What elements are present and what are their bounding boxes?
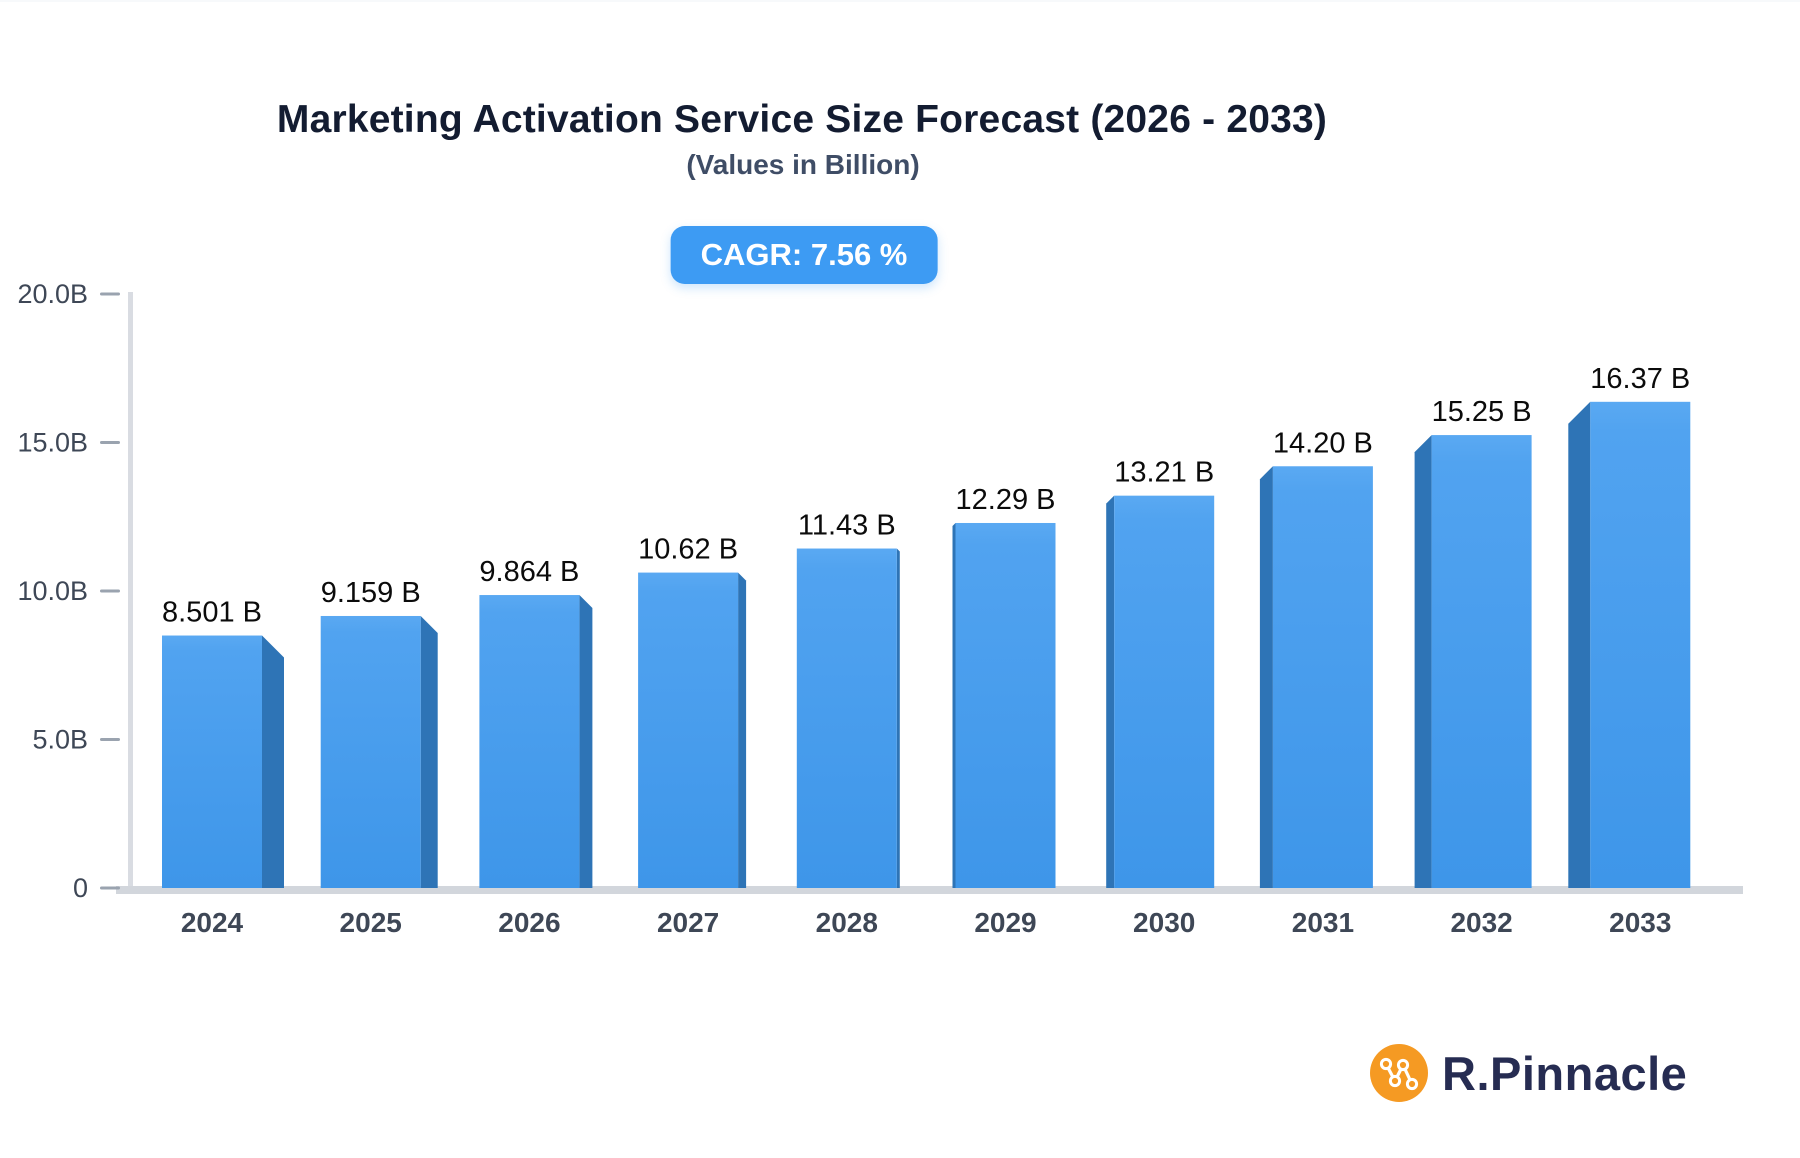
bar-side-face xyxy=(1106,495,1115,888)
y-axis-label: 20.0B xyxy=(17,279,88,309)
bar-value-label: 14.20 B xyxy=(1273,427,1373,459)
bar-value-label: 16.37 B xyxy=(1590,363,1690,395)
x-axis-label: 2028 xyxy=(816,907,878,938)
cagr-badge: CAGR: 7.56 % xyxy=(670,226,938,284)
bar-side-face xyxy=(1259,466,1273,888)
x-axis-baseline xyxy=(116,886,1743,894)
bar-2025 xyxy=(320,615,438,888)
bar-2033 xyxy=(1568,401,1691,888)
y-tick xyxy=(100,738,120,741)
bar-side-face xyxy=(738,572,747,888)
x-axis-label: 2025 xyxy=(340,907,402,938)
bar-value-label: 11.43 B xyxy=(798,510,896,542)
y-tick xyxy=(100,589,120,593)
bar-value-label: 10.62 B xyxy=(638,534,738,566)
bar-2026 xyxy=(479,595,593,888)
bar-2028 xyxy=(796,548,900,888)
x-axis-label: 2033 xyxy=(1609,907,1671,938)
x-axis-label: 2024 xyxy=(181,907,244,938)
bar-value-label: 15.25 B xyxy=(1432,396,1532,428)
y-tick xyxy=(100,886,120,890)
bar-2029 xyxy=(952,522,1056,888)
bar-side-face xyxy=(1414,435,1432,888)
axis-layer: 0 5.0B 10.0B 15.0B 20.0B xyxy=(17,279,1743,903)
brand-logo-icon xyxy=(1370,1044,1428,1102)
bar-side-face xyxy=(262,635,284,888)
bar-side-face xyxy=(896,548,900,888)
bar-value-label: 8.501 B xyxy=(162,597,262,629)
y-axis-label: 0 xyxy=(73,873,88,903)
bar-front-face xyxy=(479,595,580,888)
brand-logo: R.Pinnacle xyxy=(1368,1042,1687,1104)
bar-2030 xyxy=(1106,495,1215,888)
y-tick xyxy=(100,441,120,444)
chart-title: Marketing Activation Service Size Foreca… xyxy=(276,98,1328,141)
x-axis-label: 2031 xyxy=(1292,907,1354,938)
bar-front-face xyxy=(320,615,421,888)
bar-front-face xyxy=(955,522,1056,888)
y-axis-label: 5.0B xyxy=(32,725,88,755)
bar-front-face xyxy=(162,635,262,888)
bar-2031 xyxy=(1259,466,1373,888)
x-axis-label: 2026 xyxy=(498,907,560,938)
bar-front-face xyxy=(1431,435,1532,888)
bar-front-face xyxy=(1114,495,1215,888)
bar-side-face xyxy=(1568,401,1591,888)
x-axis-label: 2027 xyxy=(657,907,719,938)
bar-value-label: 12.29 B xyxy=(956,484,1056,516)
x-axis-label: 2029 xyxy=(974,907,1036,938)
bar-front-face xyxy=(796,548,897,888)
bar-front-face xyxy=(1272,466,1373,888)
y-axis-label: 10.0B xyxy=(17,576,88,606)
y-axis-label: 15.0B xyxy=(17,428,88,458)
bar-front-face xyxy=(638,572,739,888)
bars-layer xyxy=(162,401,1691,888)
chart-subtitle: (Values in Billion) xyxy=(686,149,920,180)
bar-value-label: 13.21 B xyxy=(1114,457,1214,489)
bar-2024 xyxy=(162,635,284,888)
bar-2027 xyxy=(638,572,747,888)
bar-side-face xyxy=(579,595,593,888)
bar-side-face xyxy=(420,615,438,888)
y-tick xyxy=(100,292,120,296)
bar-value-label: 9.159 B xyxy=(321,577,421,609)
labels-layer: 8.501 B 2024 9.159 B 2025 9.864 B 2026 10.62 B… xyxy=(162,363,1690,938)
y-axis-line xyxy=(128,292,133,893)
bar-front-face xyxy=(1590,401,1691,888)
x-axis-label: 2032 xyxy=(1450,907,1512,938)
bar-2032 xyxy=(1414,435,1532,888)
bar-side-face xyxy=(952,522,956,888)
brand-name: R.Pinnacle xyxy=(1442,1046,1688,1100)
x-axis-label: 2030 xyxy=(1133,907,1195,938)
bar-value-label: 9.864 B xyxy=(479,556,579,588)
